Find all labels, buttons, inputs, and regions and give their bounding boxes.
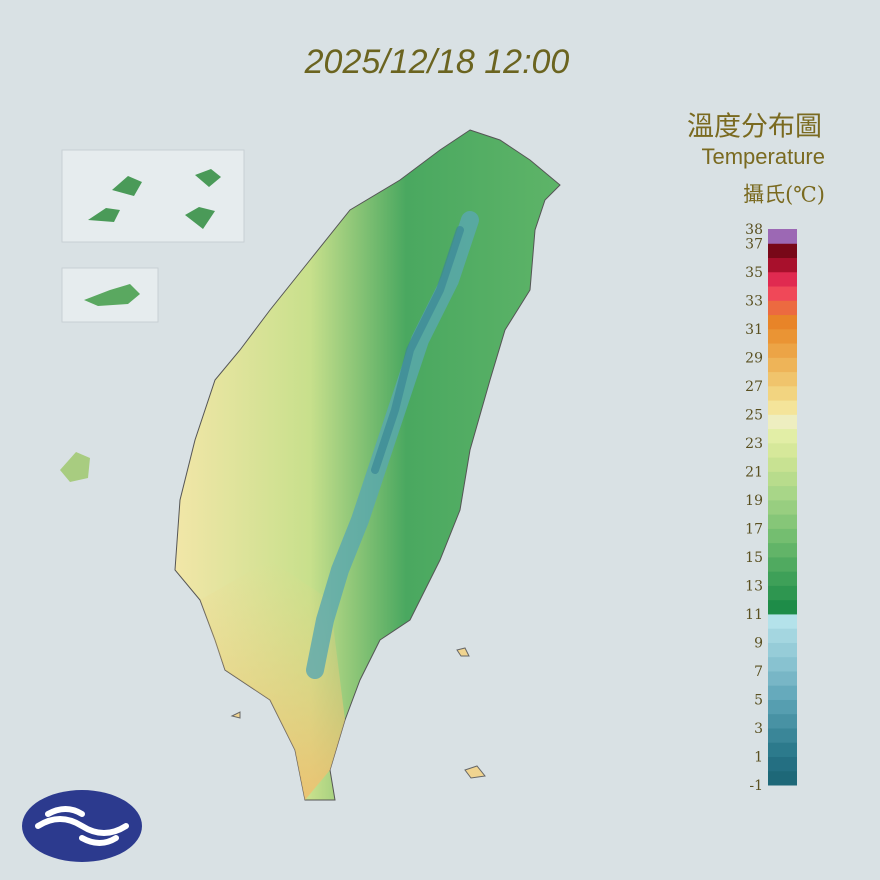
- legend-band: [768, 571, 797, 586]
- legend-tick-label: 3: [754, 721, 763, 737]
- legend-band: [768, 599, 797, 615]
- legend-tick-label: 31: [745, 322, 763, 338]
- legend-unit: 攝氏(℃): [743, 183, 825, 207]
- legend-tick-label: 11: [745, 607, 763, 623]
- legend-tick-label: 17: [745, 521, 763, 537]
- legend-tick-label: 25: [745, 407, 763, 423]
- legend-band: [768, 727, 797, 743]
- legend-band: [768, 328, 797, 344]
- legend-band: [768, 670, 797, 686]
- legend-tick-label: 19: [745, 493, 763, 509]
- legend-tick-label: 7: [754, 664, 763, 680]
- legend-tick-label: 29: [745, 350, 763, 366]
- legend-tick-label: 5: [754, 692, 763, 708]
- penghu: [60, 452, 90, 482]
- legend-tick-label: 27: [745, 379, 763, 395]
- legend-tick-label: 9: [754, 635, 763, 651]
- legend-band: [768, 414, 797, 430]
- south-warm: [200, 560, 345, 800]
- legend-band: [768, 528, 797, 544]
- legend-band: [768, 628, 797, 643]
- island: [88, 169, 221, 229]
- legend-title: 溫度分布圖: [687, 112, 822, 143]
- title: 2025/12/18 12:00: [304, 43, 570, 81]
- legend-band: [768, 699, 797, 715]
- legend-tick-label: 1: [754, 749, 763, 765]
- legend-tick-label: 23: [745, 436, 763, 452]
- legend-tick-label: 38: [745, 222, 763, 238]
- legend-tick-label: -1: [749, 778, 763, 794]
- legend-band: [768, 271, 797, 287]
- legend-band: [768, 257, 797, 273]
- inset-islands: [60, 149, 245, 482]
- legend-band: [768, 485, 797, 501]
- mountain-peak: [371, 226, 464, 474]
- legend-band: [768, 742, 797, 757]
- legend-band: [768, 499, 797, 515]
- legend-band: [768, 685, 797, 700]
- legend-band: [768, 428, 797, 444]
- legend-band: [768, 229, 797, 244]
- logo-wave: [35, 806, 129, 846]
- island: [84, 284, 140, 306]
- legend-band: [768, 385, 797, 401]
- legend-band: [768, 613, 797, 629]
- legend-tick-label: 13: [745, 578, 763, 594]
- legend-band: [768, 286, 797, 301]
- legend-band: [768, 371, 797, 387]
- legend-tick-label: 21: [745, 464, 763, 480]
- legend-band: [768, 770, 797, 786]
- legend-tick-label: 33: [745, 293, 763, 309]
- legend-band: [768, 514, 797, 529]
- legend-tick-label: 37: [745, 236, 763, 252]
- legend-band: [768, 357, 797, 373]
- legend-band: [768, 457, 797, 472]
- legend-band: [768, 400, 797, 415]
- legend-band: [768, 756, 797, 772]
- island: [230, 647, 486, 779]
- legend-band: [768, 656, 797, 672]
- inset-box: [61, 149, 245, 243]
- legend-band: [768, 314, 797, 330]
- legend-band: [768, 556, 797, 572]
- legend-band: [768, 542, 797, 558]
- legend-band: [768, 642, 797, 658]
- legend-tick-label: 15: [745, 550, 763, 566]
- legend-band: [768, 300, 797, 316]
- legend-band: [768, 471, 797, 487]
- logo: [22, 790, 142, 862]
- legend-tick-label: 35: [745, 265, 763, 281]
- legend-band: [768, 243, 797, 259]
- legend-band: [768, 585, 797, 601]
- legend-band: [768, 343, 797, 358]
- legend-band: [768, 713, 797, 729]
- legend-band: [768, 442, 797, 458]
- legend-subtitle: Temperature: [701, 144, 825, 169]
